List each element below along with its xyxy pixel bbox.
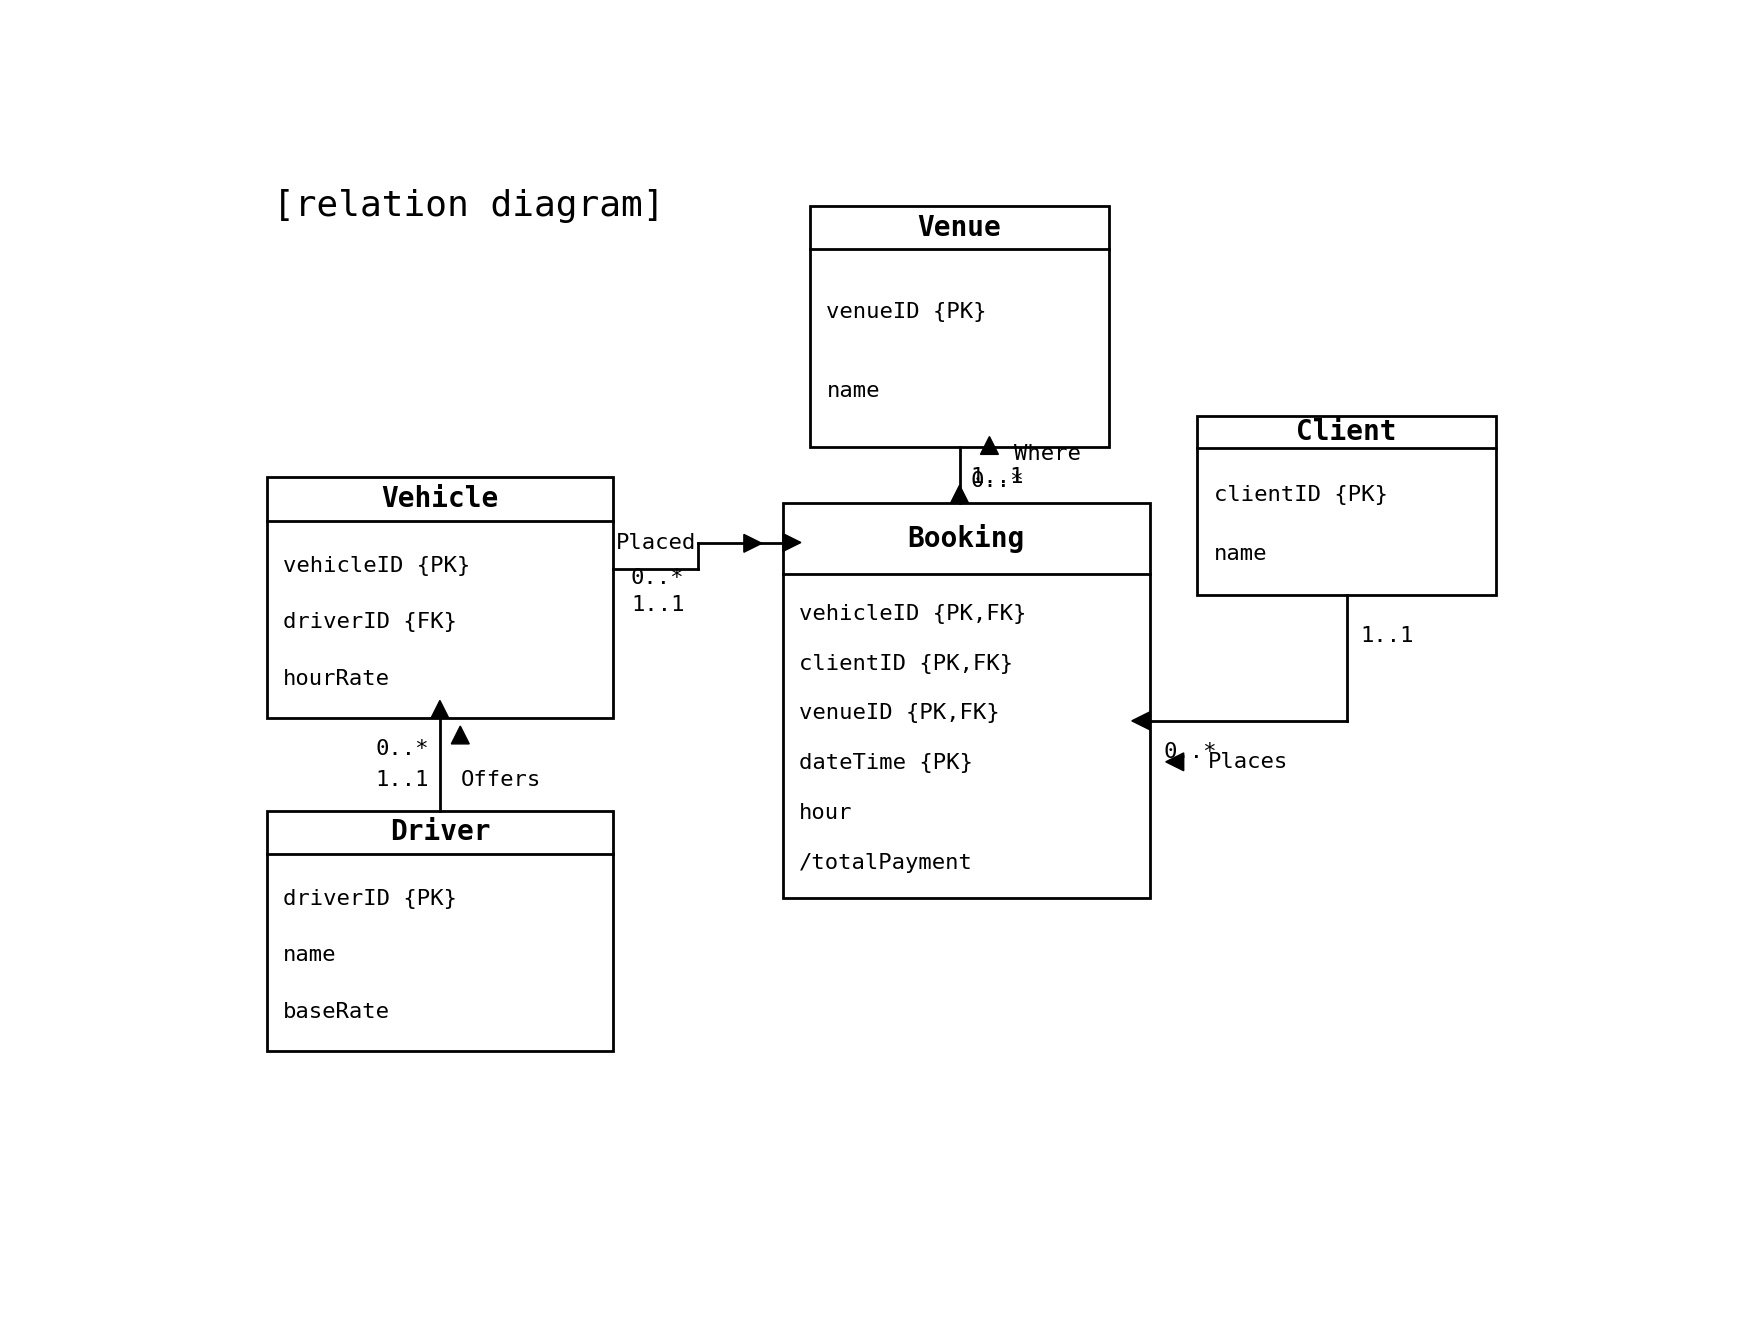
Text: Vehicle: Vehicle (380, 484, 498, 514)
Text: 1..1: 1..1 (971, 467, 1024, 487)
Bar (784, 503, 1150, 897)
Text: 1..1: 1..1 (631, 595, 684, 615)
Text: name: name (1213, 544, 1267, 564)
Bar (810, 206, 1110, 447)
Text: 1..1: 1..1 (375, 769, 429, 789)
Text: Placed: Placed (615, 534, 696, 554)
Bar (266, 811, 614, 1051)
Polygon shape (784, 534, 801, 551)
Polygon shape (1166, 753, 1183, 771)
Text: 0..*: 0..* (971, 470, 1024, 491)
Polygon shape (950, 486, 968, 503)
Text: Venue: Venue (917, 213, 1001, 241)
Polygon shape (1132, 712, 1150, 729)
Text: 0..*: 0..* (631, 568, 684, 588)
Text: driverID {PK}: driverID {PK} (282, 889, 458, 909)
Text: baseRate: baseRate (282, 1002, 389, 1022)
Text: vehicleID {PK}: vehicleID {PK} (282, 556, 470, 576)
Text: vehicleID {PK,FK}: vehicleID {PK,FK} (799, 604, 1027, 624)
Bar (1197, 415, 1495, 595)
Text: Booking: Booking (908, 524, 1026, 554)
Text: clientID {PK,FK}: clientID {PK,FK} (799, 654, 1013, 673)
Polygon shape (431, 700, 449, 719)
Text: hour: hour (799, 803, 852, 823)
Text: venueID {PK}: venueID {PK} (826, 302, 987, 322)
Text: hourRate: hourRate (282, 668, 389, 688)
Text: 1..1: 1..1 (1360, 627, 1415, 647)
Text: clientID {PK}: clientID {PK} (1213, 486, 1387, 506)
Text: [relation diagram]: [relation diagram] (273, 189, 664, 222)
Polygon shape (451, 727, 470, 744)
Text: Where: Where (1013, 445, 1082, 465)
Text: Client: Client (1297, 418, 1397, 446)
Text: dateTime {PK}: dateTime {PK} (799, 753, 973, 773)
Text: name: name (826, 382, 880, 402)
Text: Offers: Offers (461, 769, 540, 789)
Polygon shape (743, 535, 763, 552)
Bar (266, 478, 614, 719)
Text: 0..*: 0..* (375, 739, 429, 759)
Text: Places: Places (1208, 752, 1288, 772)
Text: 0..*: 0..* (1164, 741, 1217, 761)
Text: driverID {FK}: driverID {FK} (282, 612, 458, 632)
Text: venueID {PK,FK}: venueID {PK,FK} (799, 704, 999, 724)
Text: /totalPayment: /totalPayment (799, 853, 973, 873)
Text: Driver: Driver (389, 819, 491, 847)
Polygon shape (980, 437, 999, 454)
Text: name: name (282, 945, 337, 965)
